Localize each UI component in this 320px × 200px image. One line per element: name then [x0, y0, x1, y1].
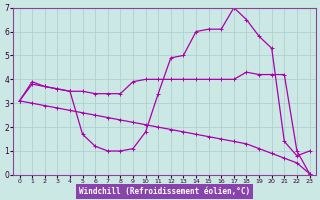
X-axis label: Windchill (Refroidissement éolien,°C): Windchill (Refroidissement éolien,°C)	[79, 187, 250, 196]
